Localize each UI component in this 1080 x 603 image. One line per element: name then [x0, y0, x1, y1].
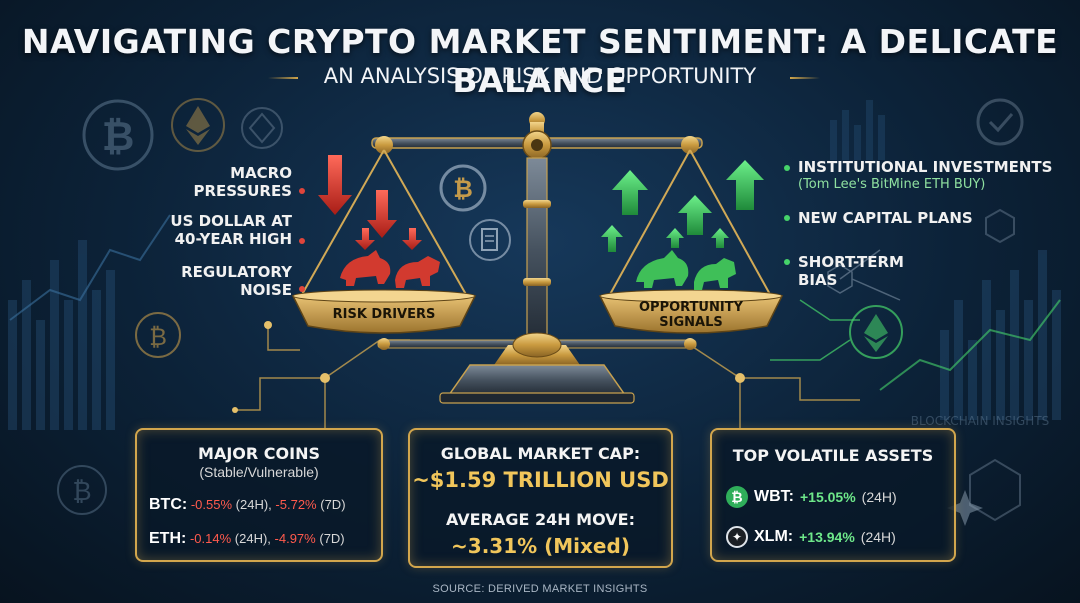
page-subtitle: AN ANALYSIS OF RISK AND OPPORTUNITY	[323, 64, 757, 88]
red-bull-bear-icons	[340, 250, 440, 288]
balance-scale	[291, 112, 784, 404]
eth-change-24h: -0.14%	[189, 531, 232, 546]
green-up-arrows	[601, 160, 764, 252]
svg-text:₿: ₿	[72, 477, 91, 507]
risk-item-dollar: US DOLLAR AT 40-YEAR HIGH	[168, 212, 292, 248]
background-bitcoin-icon: ₿	[82, 99, 154, 171]
average-move-label: AVERAGE 24H MOVE:	[446, 510, 635, 529]
background-bars-left	[8, 240, 115, 430]
document-icon	[469, 219, 511, 261]
page-title: NAVIGATING CRYPTO MARKET SENTIMENT: A DE…	[21, 22, 1059, 100]
coin-name-btc: BTC:	[149, 496, 188, 513]
eth-label-7d: (7D)	[319, 531, 345, 546]
coin-row-btc: BTC: -0.55% (24H), -5.72% (7D)	[149, 496, 379, 514]
wbt-period: (24H)	[861, 489, 897, 505]
btc-label-24h: (24H),	[235, 497, 272, 512]
average-move-value: ~3.31% (Mixed)	[451, 534, 630, 558]
opportunity-dot-2	[784, 215, 790, 221]
wbt-change: +15.05%	[799, 489, 856, 505]
eth-change-7d: -4.97%	[274, 531, 316, 546]
wbt-name: WBT:	[754, 488, 794, 505]
major-coins-subtitle: (Stable/Vulnerable)	[199, 464, 319, 480]
risk-drivers-label: RISK DRIVERS	[332, 307, 436, 322]
svg-text:₿: ₿	[149, 323, 167, 351]
svg-text:₿: ₿	[102, 114, 135, 160]
circuit-lines-right	[660, 344, 860, 430]
market-cap-value: ~$1.59 TRILLION USD	[412, 468, 669, 492]
opportunity-item-institutional: INSTITUTIONAL INVESTMENTS (Tom Lee's Bit…	[798, 158, 1058, 194]
volatile-row-wbt: ₿ WBT: +15.05% (24H)	[726, 486, 952, 508]
coin-row-eth: ETH: -0.14% (24H), -4.97% (7D)	[149, 530, 379, 548]
svg-text:₿: ₿	[453, 175, 473, 203]
subtitle-rule-right	[790, 77, 820, 79]
background-watermark: BLOCKCHAIN INSIGHTS	[911, 414, 1049, 428]
background-bitcoin-icon-2: ₿	[135, 312, 181, 358]
opportunity-dot-3	[784, 259, 790, 265]
opportunity-item-institutional-text: INSTITUTIONAL INVESTMENTS	[798, 158, 1053, 176]
subtitle-rule-left	[268, 77, 298, 79]
risk-item-dollar-text: US DOLLAR AT 40-YEAR HIGH	[170, 212, 292, 248]
xlm-period: (24H)	[860, 529, 896, 545]
risk-dot-3	[299, 286, 305, 292]
btc-change-24h: -0.55%	[190, 497, 233, 512]
background-line-left	[9, 214, 171, 321]
market-cap-panel: GLOBAL MARKET CAP: ~$1.59 TRILLION USD A…	[408, 428, 673, 568]
volatile-assets-title: TOP VOLATILE ASSETS	[732, 446, 934, 465]
background-line-right	[879, 299, 1061, 391]
opportunity-dot-1	[784, 165, 790, 171]
source-caption: SOURCE: DERIVED MARKET INSIGHTS	[432, 583, 648, 595]
stellar-icon: ✦	[726, 526, 748, 548]
btc-change-7d: -5.72%	[275, 497, 317, 512]
risk-item-macro-text: MACRO PRESSURES	[193, 164, 292, 200]
risk-item-regulatory: REGULATORY NOISE	[172, 263, 292, 299]
major-coins-title: MAJOR COINS	[198, 444, 320, 463]
background-ethereum-icon-2	[849, 305, 903, 359]
background-bars-right	[940, 250, 1061, 420]
volatile-assets-panel: TOP VOLATILE ASSETS ₿ WBT: +15.05% (24H)…	[710, 428, 956, 562]
opportunity-signals-label: OPPORTUNITY SIGNALS	[638, 300, 743, 330]
risk-item-regulatory-text: REGULATORY NOISE	[181, 263, 292, 299]
background-ethereum-icon	[171, 98, 225, 152]
market-cap-label: GLOBAL MARKET CAP:	[440, 444, 641, 463]
risk-dot-1	[299, 188, 305, 194]
eth-label-24h: (24H),	[234, 531, 271, 546]
opportunity-item-capital: NEW CAPITAL PLANS	[798, 209, 973, 227]
xlm-name: XLM:	[754, 528, 794, 545]
xlm-change: +13.94%	[799, 529, 855, 545]
background-checkmark-icon	[976, 98, 1024, 146]
major-coins-panel: MAJOR COINS (Stable/Vulnerable) BTC: -0.…	[135, 428, 383, 562]
opportunity-item-institutional-note: (Tom Lee's BitMine ETH BUY)	[798, 177, 986, 192]
opportunity-item-short-term: SHORT-TERM BIAS	[798, 253, 904, 289]
volatile-row-xlm: ✦ XLM: +13.94% (24H)	[726, 526, 952, 548]
risk-item-macro: MACRO PRESSURES	[180, 164, 292, 200]
background-bitcoin-icon-3: ₿	[57, 465, 107, 515]
background-network-icon	[827, 249, 901, 301]
red-down-arrows	[318, 155, 422, 250]
bitcoin-coin-icon: ₿	[439, 164, 487, 212]
btc-label-7d: (7D)	[320, 497, 346, 512]
background-bars-top-right	[830, 100, 885, 160]
background-sparkle-icon	[947, 490, 983, 526]
circuit-lines-green	[770, 299, 860, 361]
risk-dot-2	[299, 238, 305, 244]
wbt-coin-icon: ₿	[726, 486, 748, 508]
green-bull-bear-icons	[636, 250, 736, 290]
background-token-icon	[241, 107, 283, 149]
coin-name-eth: ETH:	[149, 530, 187, 547]
